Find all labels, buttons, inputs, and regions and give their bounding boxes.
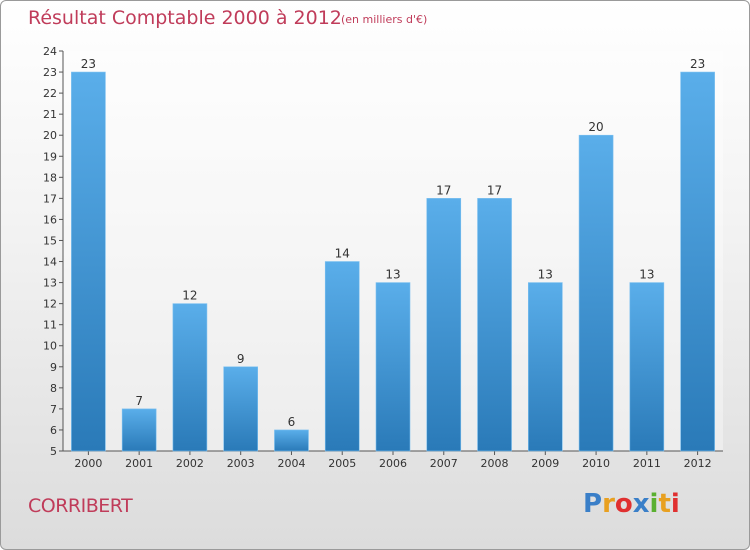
y-tick-label: 20 <box>43 129 57 142</box>
x-tick-label: 2002 <box>176 457 204 470</box>
bar-2004 <box>274 429 309 452</box>
bar-2007 <box>426 198 462 452</box>
y-tick-label: 15 <box>43 234 57 247</box>
value-labels: 23 7 12 9 6 14 13 17 17 13 20 13 23 <box>81 57 706 429</box>
x-tick-label: 2007 <box>430 457 458 470</box>
commune-name: CORRIBERT <box>28 495 133 517</box>
value-label-2005: 14 <box>335 247 350 261</box>
x-tick-label: 2009 <box>531 457 559 470</box>
value-label-2000: 23 <box>81 57 96 71</box>
y-tick-label: 21 <box>43 108 57 121</box>
logo-letter: o <box>614 489 633 519</box>
bar-2008 <box>477 198 512 452</box>
y-tick-label: 5 <box>50 445 57 458</box>
y-tick-label: 12 <box>43 298 57 311</box>
y-tick-label: 13 <box>43 277 57 290</box>
y-tick-label: 10 <box>43 340 57 353</box>
y-tick-label: 22 <box>43 87 57 100</box>
chart-subtitle: (en milliers d'€) <box>341 13 428 26</box>
chart-title: Résultat Comptable 2000 à 2012 <box>28 7 342 29</box>
x-tick-label: 2001 <box>125 457 153 470</box>
y-tick-label: 6 <box>50 424 57 437</box>
value-label-2007: 17 <box>436 183 451 197</box>
bar-2000 <box>71 71 106 452</box>
y-axis: 5 6 7 8 9 10 11 12 13 14 15 16 17 18 19 20 21 22 23 24 <box>43 45 64 458</box>
x-tick-label: 2000 <box>74 457 102 470</box>
value-label-2012: 23 <box>690 57 705 71</box>
bar-2005 <box>324 261 360 452</box>
logo-letter: t <box>658 489 671 519</box>
x-tick-label: 2011 <box>633 457 661 470</box>
y-tick-label: 19 <box>43 150 57 163</box>
value-label-2001: 7 <box>135 394 143 408</box>
logo-letter: i <box>649 489 659 519</box>
y-tick-label: 18 <box>43 171 57 184</box>
value-label-2002: 12 <box>182 289 197 303</box>
bar-2010 <box>578 134 614 452</box>
x-tick-label: 2006 <box>379 457 407 470</box>
y-tick-label: 16 <box>43 213 57 226</box>
x-tick-label: 2010 <box>582 457 610 470</box>
y-tick-label: 7 <box>50 403 57 416</box>
x-axis: 2000 2001 2002 2003 2004 2005 2006 2007 2008 2009… <box>63 450 723 470</box>
y-tick-label: 24 <box>43 45 57 58</box>
logo-letter: r <box>602 489 615 519</box>
x-tick-label: 2003 <box>227 457 255 470</box>
bar-2006 <box>375 282 411 452</box>
value-label-2010: 20 <box>588 120 603 134</box>
y-tick-label: 11 <box>43 319 57 332</box>
bar-2012 <box>680 71 715 452</box>
x-tick-label: 2005 <box>328 457 356 470</box>
value-label-2008: 17 <box>487 183 502 197</box>
y-tick-label: 8 <box>50 382 57 395</box>
x-tick-label: 2012 <box>684 457 712 470</box>
value-label-2011: 13 <box>639 268 654 282</box>
y-tick-label: 17 <box>43 192 57 205</box>
x-tick-label: 2008 <box>481 457 509 470</box>
bar-2009 <box>528 282 563 452</box>
bar-2002 <box>172 303 208 452</box>
x-tick-label: 2004 <box>277 457 305 470</box>
logo-letter: P <box>583 489 603 519</box>
value-label-2009: 13 <box>538 268 553 282</box>
bar-2001 <box>121 408 157 452</box>
y-tick-label: 9 <box>50 361 57 374</box>
value-label-2006: 13 <box>385 268 400 282</box>
y-tick-label: 14 <box>43 256 57 269</box>
proxiti-logo[interactable]: Proxiti <box>583 489 680 519</box>
value-label-2003: 9 <box>237 352 245 366</box>
bars <box>71 71 715 452</box>
bar-2003 <box>223 366 258 452</box>
bar-2011 <box>629 282 665 452</box>
value-label-2004: 6 <box>288 415 296 429</box>
y-tick-label: 23 <box>43 66 57 79</box>
logo-letter: i <box>670 489 680 519</box>
logo-letter: x <box>632 489 650 519</box>
